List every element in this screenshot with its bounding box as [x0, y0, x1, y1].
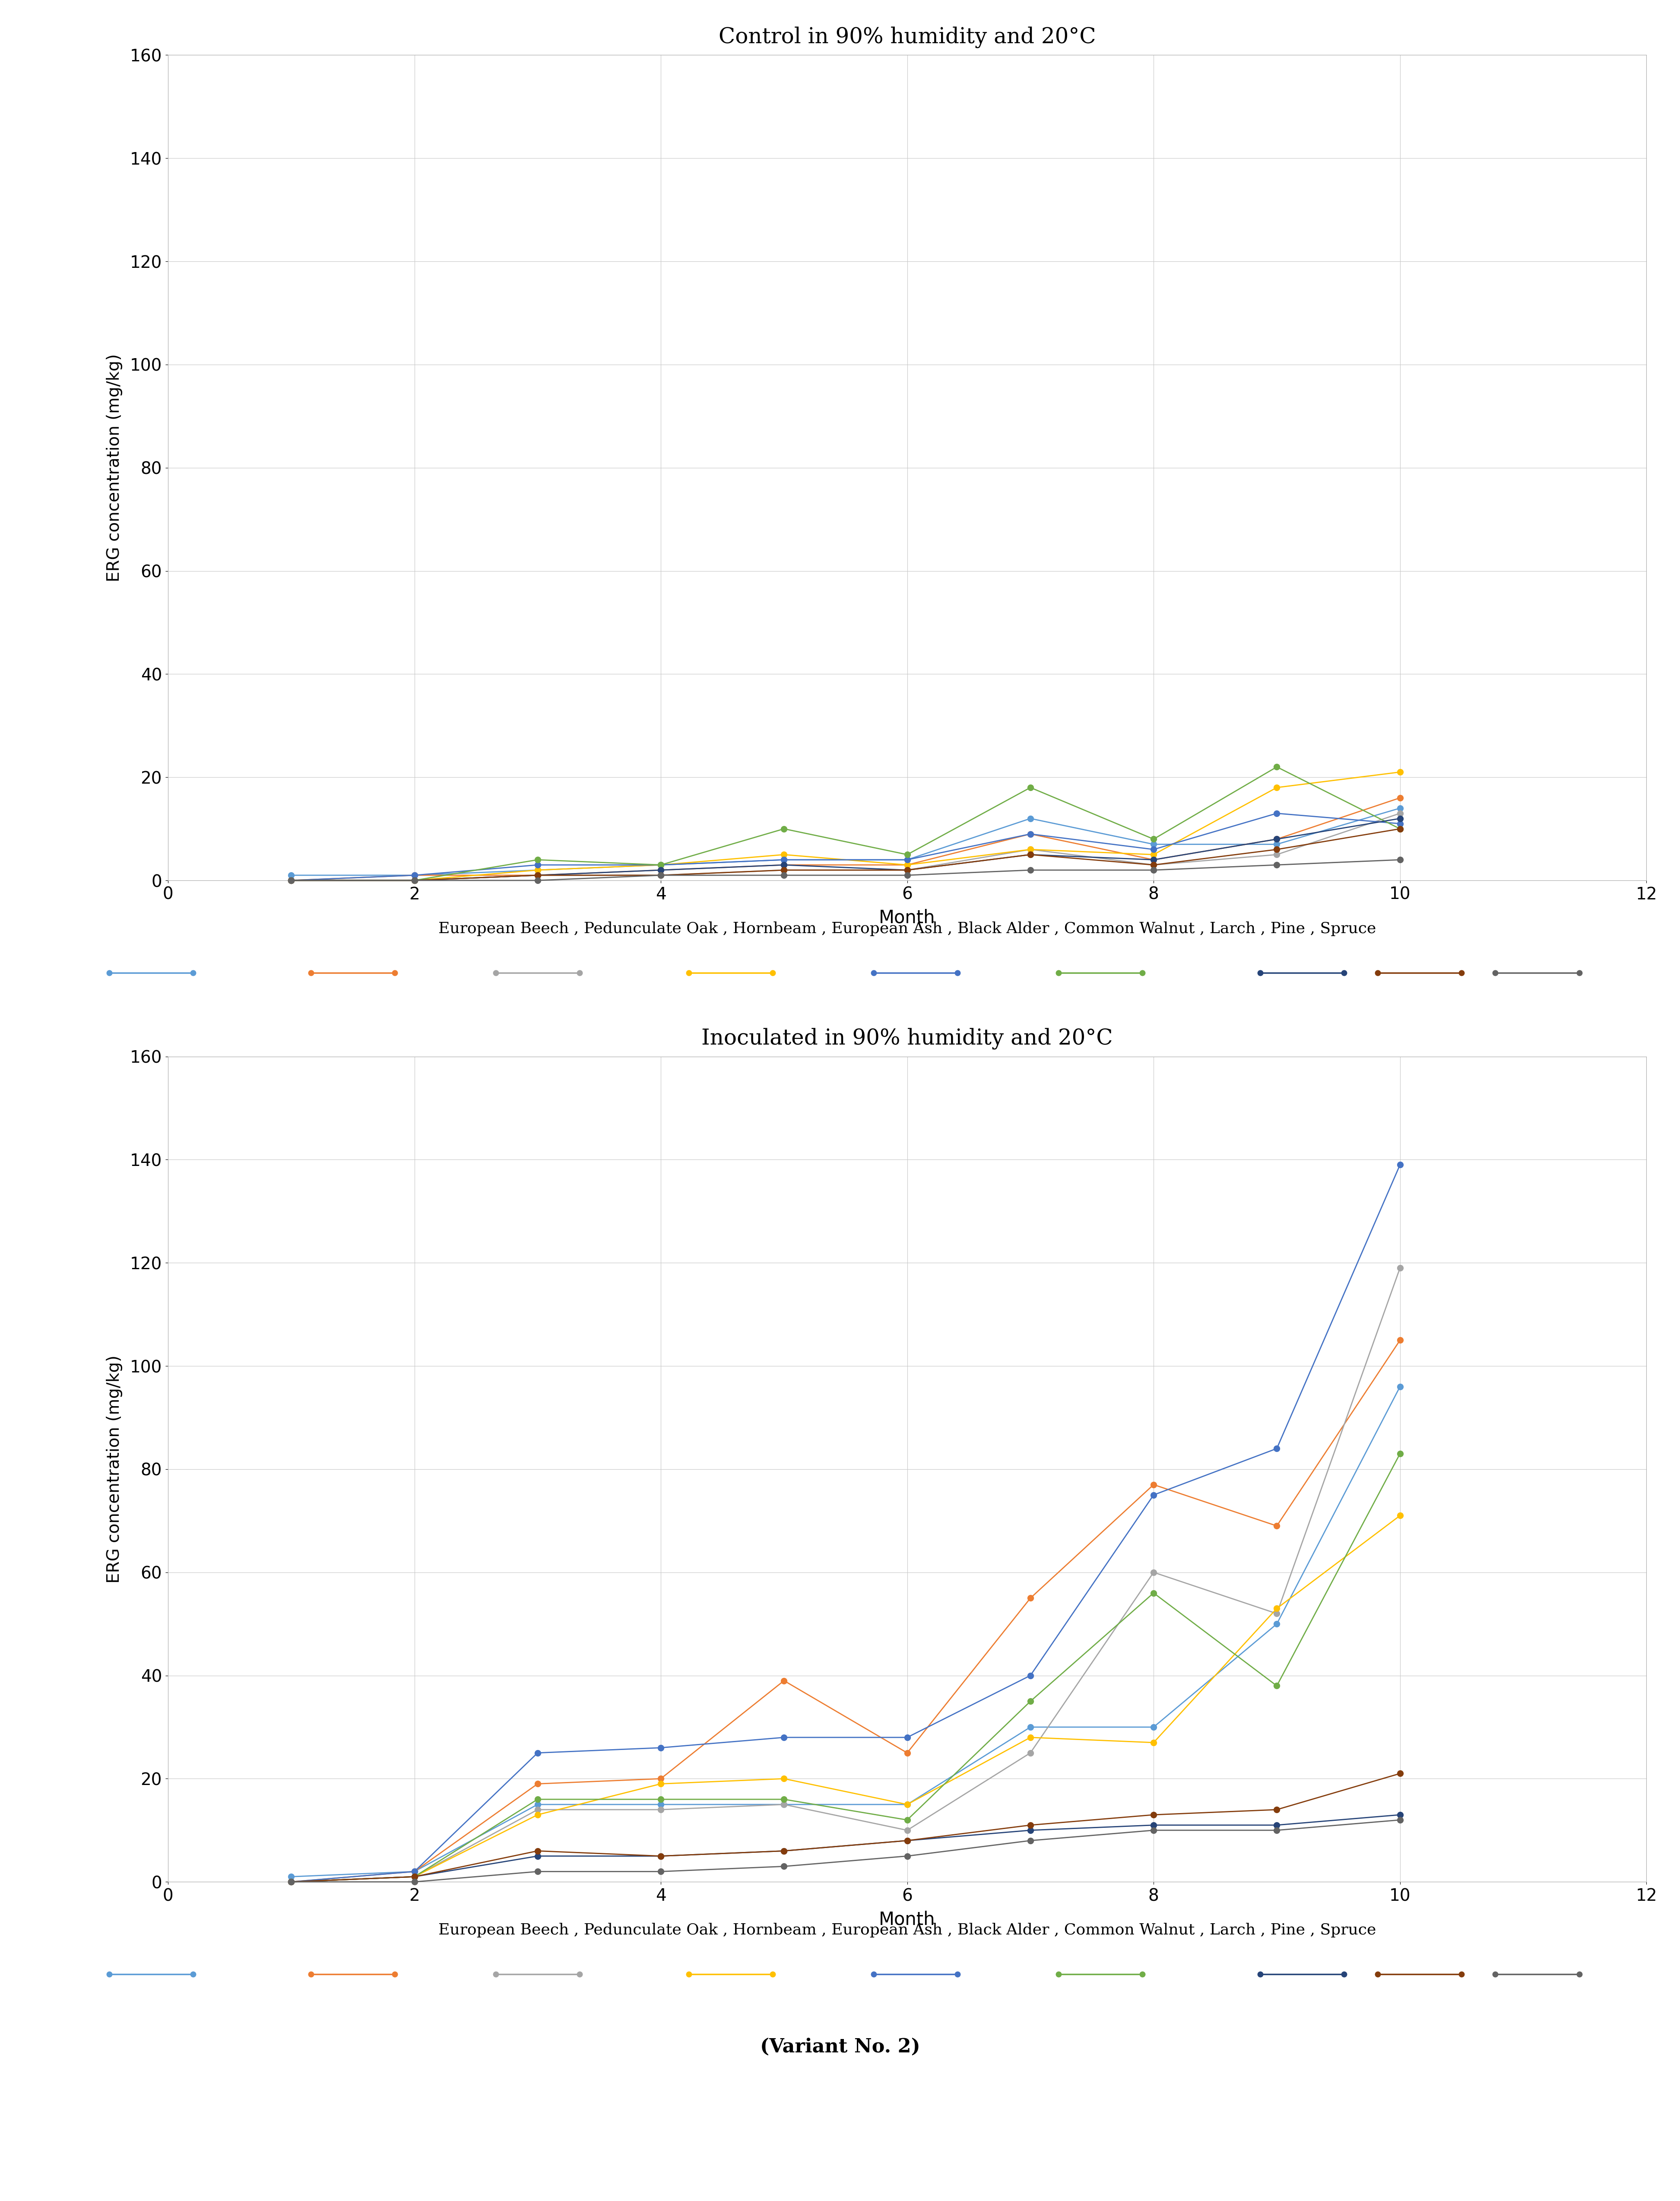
X-axis label: Month: Month [879, 909, 936, 927]
Text: (Variant No. 2): (Variant No. 2) [759, 2038, 921, 2056]
Title: Inoculated in 90% humidity and 20°C: Inoculated in 90% humidity and 20°C [702, 1028, 1112, 1050]
X-axis label: Month: Month [879, 1910, 936, 1928]
Text: European Beech , Pedunculate Oak , Hornbeam , European Ash , Black Alder , Commo: European Beech , Pedunculate Oak , Hornb… [438, 922, 1376, 935]
Y-axis label: ERG concentration (mg/kg): ERG concentration (mg/kg) [106, 1356, 123, 1583]
Title: Control in 90% humidity and 20°C: Control in 90% humidity and 20°C [719, 26, 1095, 48]
Y-axis label: ERG concentration (mg/kg): ERG concentration (mg/kg) [106, 354, 123, 581]
Text: European Beech , Pedunculate Oak , Hornbeam , European Ash , Black Alder , Commo: European Beech , Pedunculate Oak , Hornb… [438, 1924, 1376, 1937]
